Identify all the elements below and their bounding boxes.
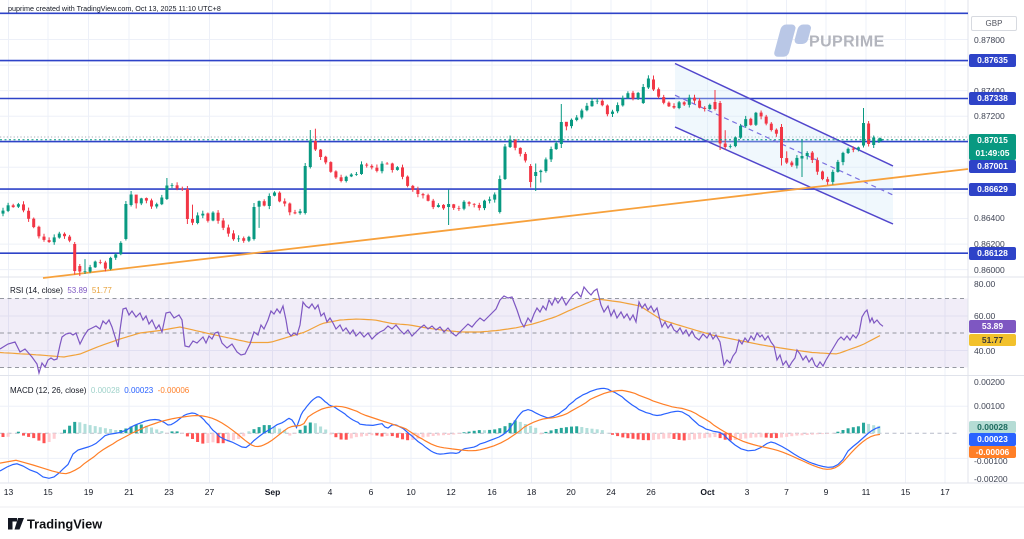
svg-text:PUPRIME: PUPRIME <box>809 34 885 51</box>
svg-text:TradingView: TradingView <box>27 517 102 532</box>
